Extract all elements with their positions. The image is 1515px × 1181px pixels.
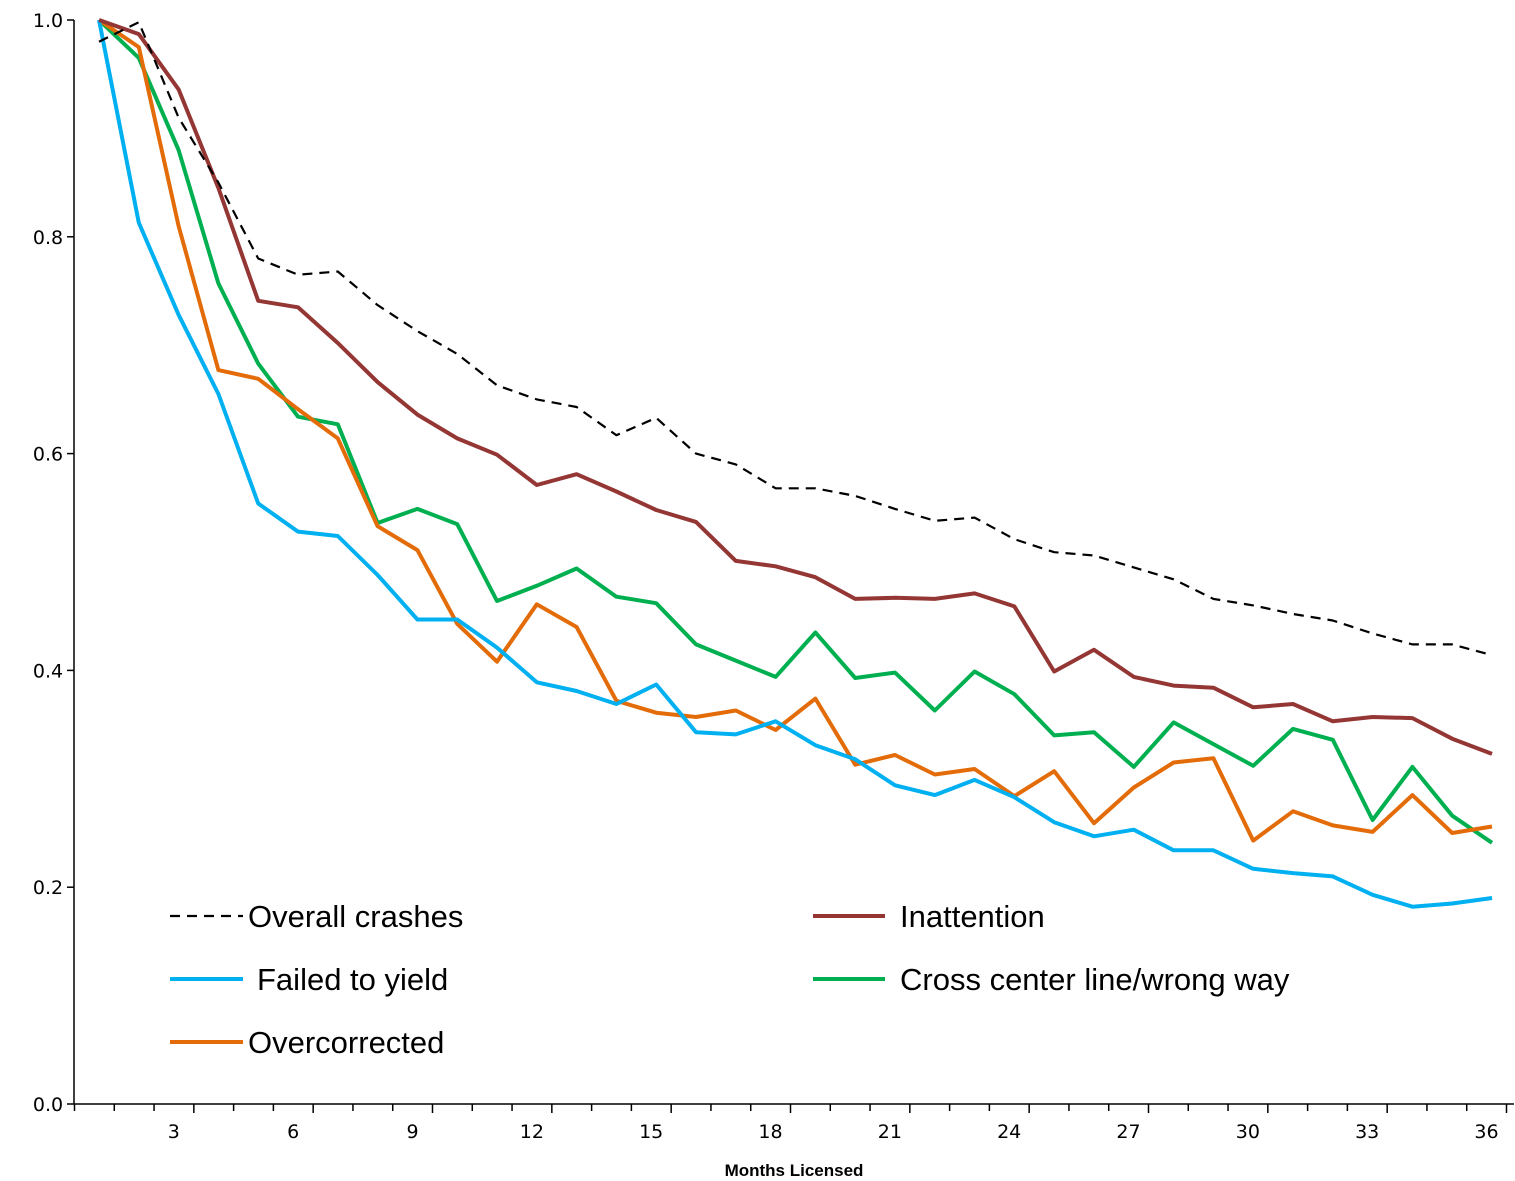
legend: Overall crashes Inattention Failed to yiel…: [170, 899, 1290, 1060]
y-tick-label: 0.2: [33, 877, 63, 899]
x-tick-label: 36: [1474, 1121, 1498, 1143]
x-tick-label: 21: [878, 1121, 902, 1143]
x-tick-label: 18: [758, 1121, 782, 1143]
y-tick-label: 0.6: [33, 444, 63, 466]
x-tick-label: 12: [520, 1121, 544, 1143]
y-tick-label: 0.0: [33, 1094, 63, 1116]
axes: 0.00.20.40.60.81.03 6 9 12 15 18 21 24 27 30 33 36: [33, 10, 1514, 1143]
legend-label-overall-crashes: Overall crashes: [248, 899, 463, 934]
y-tick-label: 0.4: [33, 660, 63, 682]
series-line-cross-center-line-wrong-way: [97, 18, 1494, 845]
series-line-overall-crashes: [98, 21, 1493, 657]
legend-label-inattention: Inattention: [900, 899, 1045, 934]
x-tick-label: 27: [1116, 1121, 1140, 1143]
x-tick-label: 6: [287, 1121, 299, 1143]
x-tick-label: 33: [1355, 1121, 1379, 1143]
legend-label-failed-to-yield: Failed to yield: [257, 962, 448, 997]
series-line-failed-to-yield: [97, 19, 1493, 909]
series-line-inattention: [98, 18, 1493, 756]
x-tick-label: 24: [997, 1121, 1021, 1143]
legend-label-overcorrected: Overcorrected: [248, 1025, 444, 1060]
series-line-overcorrected: [97, 18, 1493, 843]
x-tick-label: 3: [168, 1121, 180, 1143]
x-tick-label: 30: [1236, 1121, 1260, 1143]
y-tick-label: 1.0: [33, 10, 63, 32]
legend-label-cross-center-line-wrong-way: Cross center line/wrong way: [900, 962, 1290, 997]
x-tick-label: 9: [406, 1121, 418, 1143]
x-tick-label: 15: [639, 1121, 663, 1143]
x-axis-title: Months Licensed: [725, 1161, 864, 1180]
y-tick-label: 0.8: [33, 227, 63, 249]
series-layer: [97, 18, 1494, 909]
